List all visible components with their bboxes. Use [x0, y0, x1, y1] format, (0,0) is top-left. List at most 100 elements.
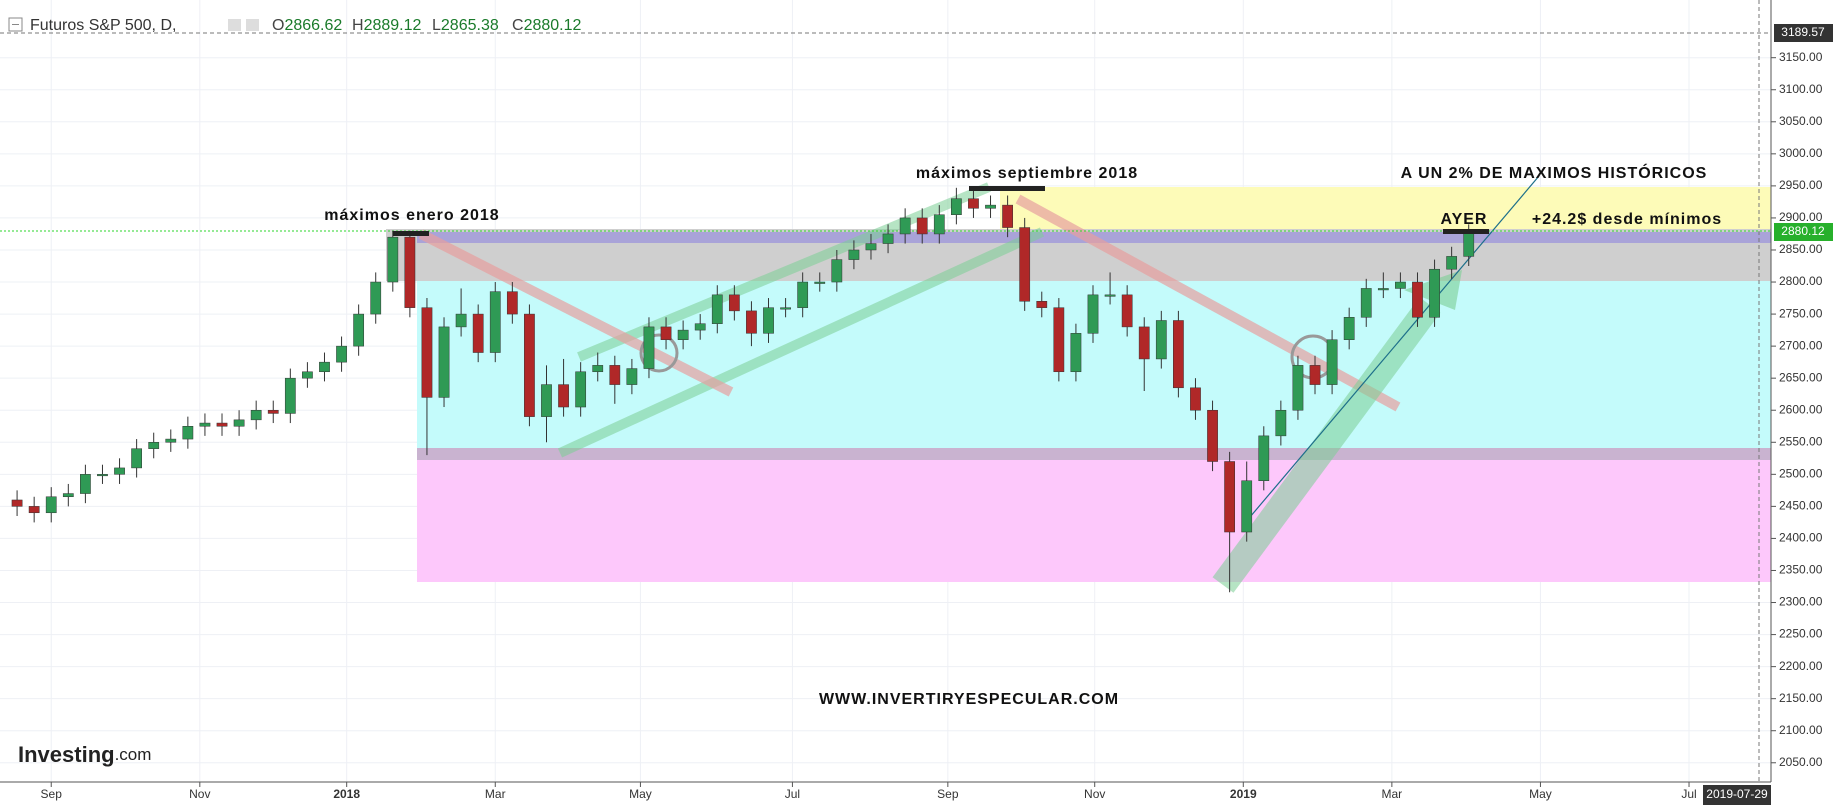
ohlc-value: 2889.12 — [364, 17, 422, 34]
annotation: A UN 2% DE MAXIMOS HISTÓRICOS — [1401, 163, 1708, 182]
candle-body — [1002, 204, 1013, 228]
candle-body — [660, 326, 672, 340]
logo: Investing.com — [18, 742, 151, 767]
candle-body — [11, 499, 23, 507]
candle-body — [1463, 230, 1475, 257]
candle-body — [250, 409, 262, 421]
top-price-label: 3189.57 — [1781, 25, 1825, 39]
icon-button[interactable] — [246, 19, 259, 31]
candle-body — [1207, 409, 1218, 462]
candle-body — [1173, 320, 1184, 389]
candle-body — [45, 496, 57, 514]
circle-marker — [639, 333, 679, 373]
x-tick-label: Mar — [1382, 787, 1403, 801]
y-tick-label: 2100.00 — [1779, 723, 1823, 737]
candle-body — [1190, 387, 1201, 411]
thin-trendline — [1249, 175, 1540, 518]
peak-marker — [1443, 229, 1489, 234]
candle-body — [797, 281, 809, 308]
x-tick-label: Jul — [1681, 787, 1696, 801]
candles — [11, 187, 1475, 593]
y-tick-label: 2500.00 — [1779, 466, 1823, 480]
candle-body — [284, 377, 296, 414]
candle-body — [1053, 307, 1065, 373]
zone-yellow — [1000, 187, 1771, 229]
x-tick-label: Jul — [785, 787, 800, 801]
candle-body — [199, 422, 211, 427]
date-label-box — [1703, 785, 1771, 805]
price-label-box — [1774, 24, 1833, 42]
candle-body — [814, 281, 826, 284]
axis-labels: 2050.00 2100.00 2150.00 2200.00 2250.00 2300.… — [41, 50, 1823, 801]
candle-body — [302, 371, 313, 379]
x-tick-label: Nov — [1084, 787, 1105, 801]
price-axis — [1771, 0, 1835, 812]
candle-body — [575, 371, 587, 408]
logo-suffix: .com — [115, 745, 152, 764]
candle-body — [370, 281, 382, 315]
annotation: máximos enero 2018 — [324, 207, 499, 224]
y-tick-label: 2150.00 — [1779, 691, 1823, 705]
candle-body — [1138, 326, 1150, 360]
x-tick-label: Mar — [485, 787, 506, 801]
peak-marker — [969, 186, 1045, 191]
candle-body — [985, 204, 996, 209]
price-label-box — [1774, 223, 1833, 241]
candle-body — [182, 426, 194, 440]
icon-button[interactable] — [228, 19, 241, 31]
trend-line — [418, 229, 734, 397]
collapse-button[interactable] — [8, 17, 23, 32]
y-tick-label: 2450.00 — [1779, 499, 1823, 513]
ohlc-label: L — [432, 17, 441, 34]
y-tick-label: 3150.00 — [1779, 50, 1823, 64]
y-tick-label: 2250.00 — [1779, 627, 1823, 641]
candle-body — [541, 384, 552, 417]
candle-body — [131, 448, 142, 469]
candle-body — [165, 438, 177, 443]
candle-body — [472, 313, 484, 353]
candle-body — [865, 243, 877, 251]
candle-body — [1241, 480, 1253, 533]
date-label: 2019-07-29 — [1706, 787, 1768, 801]
ohlc-value: 2880.12 — [524, 17, 582, 34]
zone-gray-thin — [417, 448, 1771, 460]
candle-body — [1019, 227, 1031, 302]
candle-body — [353, 313, 365, 347]
candle-body — [489, 291, 501, 353]
candle-body — [216, 422, 228, 427]
y-tick-label: 2400.00 — [1779, 531, 1823, 545]
candle-body — [609, 365, 621, 385]
x-tick-label: 2019 — [1230, 787, 1257, 801]
y-tick-label: 3100.00 — [1779, 82, 1823, 96]
ohlc-value: 2866.62 — [284, 17, 342, 34]
candle-body — [1104, 294, 1116, 297]
x-tick-label: Sep — [41, 787, 63, 801]
x-tick-label: May — [1529, 787, 1552, 801]
candle-body — [711, 294, 723, 324]
candle-body — [1121, 294, 1133, 328]
candle-body — [677, 329, 689, 340]
candle-body — [1292, 365, 1304, 411]
ohlc-value: 2865.38 — [441, 17, 499, 34]
y-tick-label: 2950.00 — [1779, 178, 1823, 192]
candle-body — [643, 326, 655, 369]
symbol: Futuros S&P 500, D, — [30, 17, 176, 34]
peak-marker — [393, 231, 429, 236]
y-tick-label: 2200.00 — [1779, 659, 1823, 673]
candle-body — [951, 198, 962, 215]
ohlc-label: H — [352, 17, 364, 34]
candle-body — [1377, 288, 1389, 291]
candle-body — [28, 506, 40, 514]
last-price-label: 2880.12 — [1781, 224, 1825, 238]
y-tick-label: 2700.00 — [1779, 338, 1823, 352]
zone-pink — [417, 460, 1771, 582]
candle-body — [882, 233, 894, 244]
x-tick-label: Nov — [189, 787, 210, 801]
candle-body — [848, 249, 860, 260]
candle-body — [1070, 333, 1082, 373]
candle-body — [831, 259, 843, 283]
candle-body — [233, 419, 245, 427]
candle-body — [933, 214, 945, 235]
candle-body — [438, 326, 450, 398]
candle-body — [968, 198, 979, 209]
